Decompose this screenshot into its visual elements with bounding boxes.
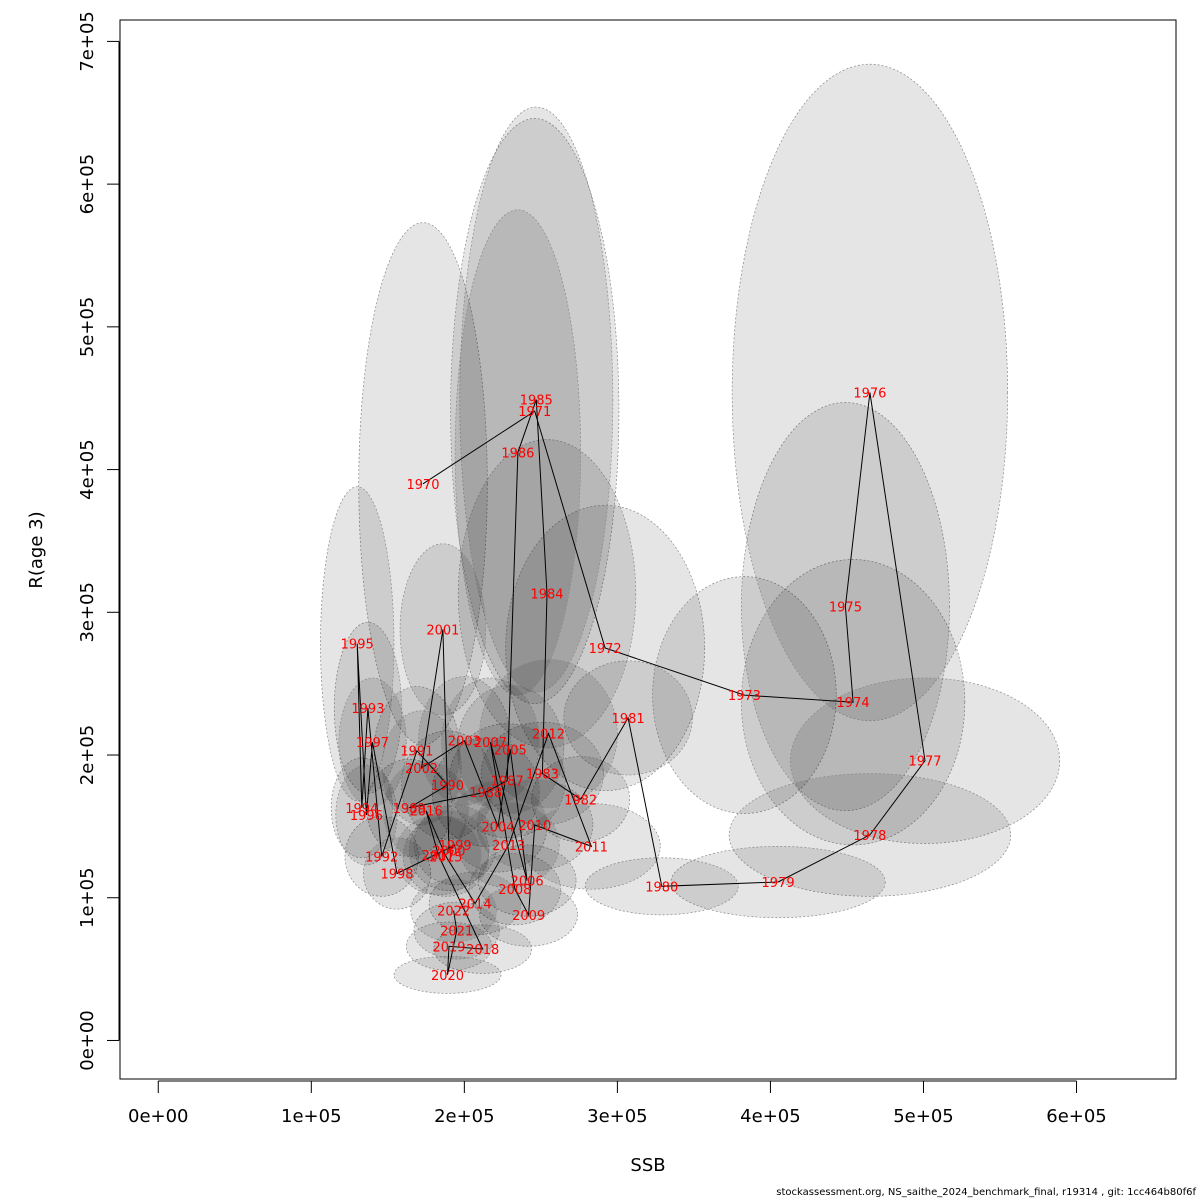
x-tick-label: 6e+05 [1046, 1106, 1107, 1127]
y-axis-title: R(age 3) [26, 511, 47, 588]
year-label-1980: 1980 [645, 880, 678, 895]
year-label-1971: 1971 [518, 405, 551, 420]
year-label-2022: 2022 [437, 905, 470, 920]
x-tick-label: 0e+00 [128, 1106, 189, 1127]
year-label-2001: 2001 [426, 623, 459, 638]
year-label-1978: 1978 [853, 829, 886, 844]
confidence-ellipse-1994 [330, 757, 393, 859]
year-label-2015: 2015 [429, 850, 462, 865]
confidence-ellipse-2022 [410, 878, 497, 943]
year-label-2013: 2013 [492, 839, 525, 854]
year-label-1976: 1976 [853, 387, 886, 402]
year-label-1994: 1994 [345, 802, 378, 817]
year-label-1990: 1990 [431, 779, 464, 794]
year-label-1998: 1998 [380, 867, 413, 882]
x-tick-label: 5e+05 [893, 1106, 954, 1127]
year-label-1993: 1993 [351, 702, 384, 717]
year-label-1987: 1987 [491, 775, 524, 790]
year-labels: 1970 1971 1972 1973 1974 1975 1976 1977 1978 1979… [341, 387, 942, 984]
y-tick-label: 1e+05 [77, 867, 98, 928]
y-tick-label: 5e+05 [77, 297, 98, 358]
x-axis-title: SSB [630, 1155, 665, 1176]
year-label-2019: 2019 [432, 940, 465, 955]
year-label-1985: 1985 [520, 394, 553, 409]
y-tick-label: 3e+05 [77, 582, 98, 643]
year-label-2011: 2011 [575, 840, 608, 855]
y-tick-label: 6e+05 [77, 154, 98, 215]
footer-caption: stockassessment.org, NS_saithe_2024_benc… [776, 1187, 1196, 1198]
year-label-1997: 1997 [356, 736, 389, 751]
year-label-2008: 2008 [498, 883, 531, 898]
year-label-2004: 2004 [481, 820, 514, 835]
year-label-2006: 2006 [511, 875, 544, 890]
year-label-1992: 1992 [365, 850, 398, 865]
x-axis: 0e+00 1e+05 2e+05 3e+05 4e+05 5e+05 6e+05 [128, 1080, 1107, 1127]
year-label-2017: 2017 [422, 849, 455, 864]
year-label-2016: 2016 [410, 805, 443, 820]
x-tick-label: 2e+05 [434, 1106, 495, 1127]
year-label-1999: 1999 [439, 839, 472, 854]
year-label-1986: 1986 [501, 446, 534, 461]
x-tick-label: 1e+05 [281, 1106, 342, 1127]
year-label-1983: 1983 [526, 768, 559, 783]
year-label-1981: 1981 [612, 712, 645, 727]
year-label-1972: 1972 [589, 642, 622, 657]
year-label-2018: 2018 [466, 943, 499, 958]
year-label-2000: 2000 [432, 845, 465, 860]
year-label-1982: 1982 [564, 793, 597, 808]
trajectory-line [356, 392, 926, 975]
year-label-2005: 2005 [494, 743, 527, 758]
year-label-2021: 2021 [440, 925, 473, 940]
y-tick-label: 7e+05 [77, 11, 98, 72]
year-label-2003: 2003 [448, 735, 481, 750]
year-label-2007: 2007 [474, 736, 507, 751]
year-label-2020: 2020 [431, 969, 464, 984]
year-label-1988: 1988 [469, 786, 502, 801]
year-label-1989: 1989 [393, 802, 426, 817]
year-label-1996: 1996 [350, 809, 383, 824]
year-label-2009: 2009 [512, 909, 545, 924]
y-tick-label: 2e+05 [77, 725, 98, 786]
year-label-1977: 1977 [908, 755, 941, 770]
x-tick-label: 3e+05 [587, 1106, 648, 1127]
year-label-2002: 2002 [405, 762, 438, 777]
y-axis: 0e+00 1e+05 2e+05 3e+05 4e+05 5e+05 6e+05 7e+05 [77, 11, 120, 1071]
year-label-2014: 2014 [459, 897, 492, 912]
year-label-1974: 1974 [837, 696, 870, 711]
year-label-1975: 1975 [829, 601, 862, 616]
confidence-ellipse-1970 [358, 222, 488, 746]
x-tick-label: 4e+05 [740, 1106, 801, 1127]
year-label-2010: 2010 [518, 819, 551, 834]
year-label-1995: 1995 [341, 638, 374, 653]
y-tick-label: 4e+05 [77, 439, 98, 500]
plot-frame [119, 19, 1177, 1080]
year-label-1984: 1984 [530, 588, 563, 603]
year-label-2012: 2012 [532, 728, 565, 743]
year-label-1973: 1973 [728, 689, 761, 704]
year-label-1970: 1970 [406, 478, 439, 493]
y-tick-label: 0e+00 [77, 1010, 98, 1071]
year-label-1979: 1979 [762, 876, 795, 891]
year-label-1991: 1991 [400, 745, 433, 760]
